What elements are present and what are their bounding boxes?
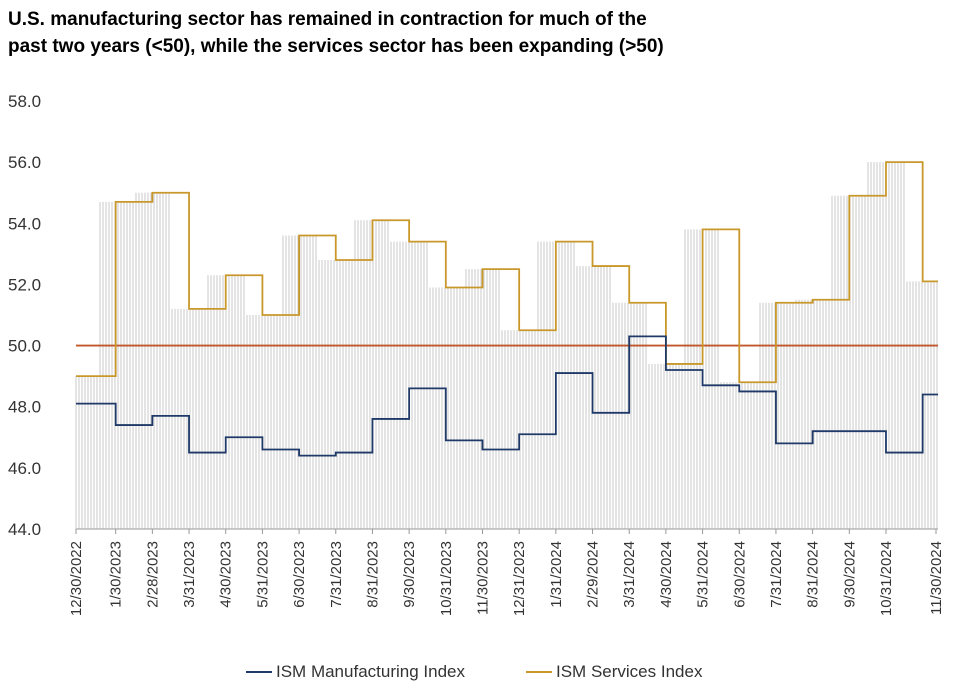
y-tick-label: 52.0 [8,275,41,294]
services-series-line [76,161,938,384]
x-axis: 12/30/2022 1/30/2023 2/28/2023 3/31/2023 4/3… [68,528,945,616]
x-tick-label: 12/31/2023 [511,541,528,616]
x-tick-label: 1/31/2024 [548,541,565,608]
legend-swatch-manufacturing [246,671,272,673]
legend-label-services: ISM Services Index [556,662,703,681]
y-tick-label: 44.0 [8,520,41,539]
chart-title: U.S. manufacturing sector has remained i… [8,6,908,60]
x-tick-label: 10/31/2024 [878,541,895,616]
x-tick-label: 6/30/2024 [731,541,748,608]
x-tick-label: 7/31/2023 [328,541,345,608]
chart-title-line1: U.S. manufacturing sector has remained i… [8,9,647,30]
x-tick-label: 3/31/2024 [621,541,638,608]
manufacturing-series-line [76,335,938,457]
x-tick-label: 5/31/2023 [254,541,271,608]
x-tick-label: 7/31/2024 [768,541,785,608]
y-tick-label: 48.0 [8,398,41,417]
chart-title-line2: past two years (<50), while the services… [8,36,664,57]
y-tick-label: 50.0 [8,337,41,356]
y-tick-label: 56.0 [8,153,41,172]
legend-item-manufacturing: ISM Manufacturing Index [246,662,465,682]
x-tick-label: 11/30/2024 [928,541,945,615]
legend-label-manufacturing: ISM Manufacturing Index [276,662,465,681]
y-axis-tick-labels: 44.0 46.0 48.0 50.0 52.0 54.0 56.0 58.0 [8,92,41,539]
x-tick-label: 8/31/2024 [805,541,822,608]
x-tick-label: 6/30/2023 [291,541,308,608]
x-tick-label: 1/30/2023 [108,541,125,608]
x-tick-label: 9/30/2024 [841,541,858,608]
x-tick-label: 5/31/2024 [695,541,712,608]
x-tick-label: 8/31/2023 [364,541,381,608]
x-tick-label: 10/31/2023 [438,541,455,616]
chart-canvas: 44.0 46.0 48.0 50.0 52.0 54.0 56.0 58.0 12/30/2… [8,92,945,616]
x-tick-label: 4/30/2023 [218,541,235,608]
y-tick-label: 54.0 [8,214,41,233]
y-tick-label: 46.0 [8,459,41,478]
x-tick-label: 12/30/2022 [68,541,85,616]
x-tick-label: 2/29/2024 [585,541,602,608]
x-tick-label: 9/30/2023 [401,541,418,608]
x-tick-label: 11/30/2023 [474,541,491,615]
legend-item-services: ISM Services Index [526,662,702,682]
legend: ISM Manufacturing Index ISM Services Ind… [0,662,955,688]
x-tick-label: 3/31/2023 [181,541,198,608]
x-tick-label: 2/28/2023 [144,541,161,608]
series-lines-group [76,161,938,457]
y-tick-label: 58.0 [8,92,41,111]
x-tick-label: 4/30/2024 [658,541,675,608]
legend-swatch-services [526,671,552,673]
